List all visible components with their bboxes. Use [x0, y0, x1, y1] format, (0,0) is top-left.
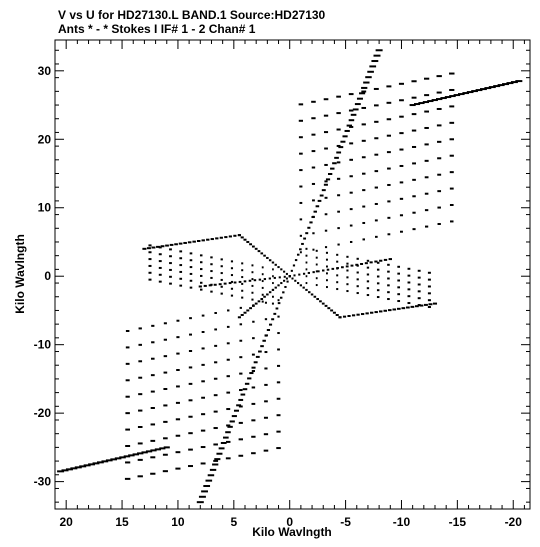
y-axis-label: Kilo Wavlngth [13, 234, 27, 314]
x-tick-label: 5 [230, 515, 237, 529]
x-tick-label: -5 [340, 515, 351, 529]
plot-title: V vs U for HD27130.L BAND.1 Source:HD271… [58, 8, 326, 22]
y-tick-label: 10 [38, 201, 52, 215]
data-points [57, 49, 523, 504]
y-tick-label: 20 [38, 132, 52, 146]
x-tick-label: -20 [505, 515, 523, 529]
x-tick-label: 10 [171, 515, 185, 529]
y-tick-label: 30 [38, 64, 52, 78]
y-tick-label: -10 [34, 338, 52, 352]
x-tick-label: -15 [449, 515, 467, 529]
x-tick-label: -10 [393, 515, 411, 529]
x-tick-label: 0 [286, 515, 293, 529]
x-tick-label: 15 [115, 515, 129, 529]
y-tick-label: -20 [34, 406, 52, 420]
axis-ticks [55, 40, 530, 509]
plot-frame [54, 39, 531, 510]
y-tick-label: 0 [44, 269, 51, 283]
x-axis-label: Kilo Wavlngth [252, 525, 332, 539]
axis-tick-labels: 20 15 10 5 0 -5 -10 -15 -20 30 20 10 0 -10 -20 -30 [34, 64, 523, 529]
plot-subtitle: Ants * - * Stokes I IF# 1 - 2 Chan# 1 [58, 22, 256, 36]
y-tick-label: -30 [34, 475, 52, 489]
x-tick-label: 20 [59, 515, 73, 529]
